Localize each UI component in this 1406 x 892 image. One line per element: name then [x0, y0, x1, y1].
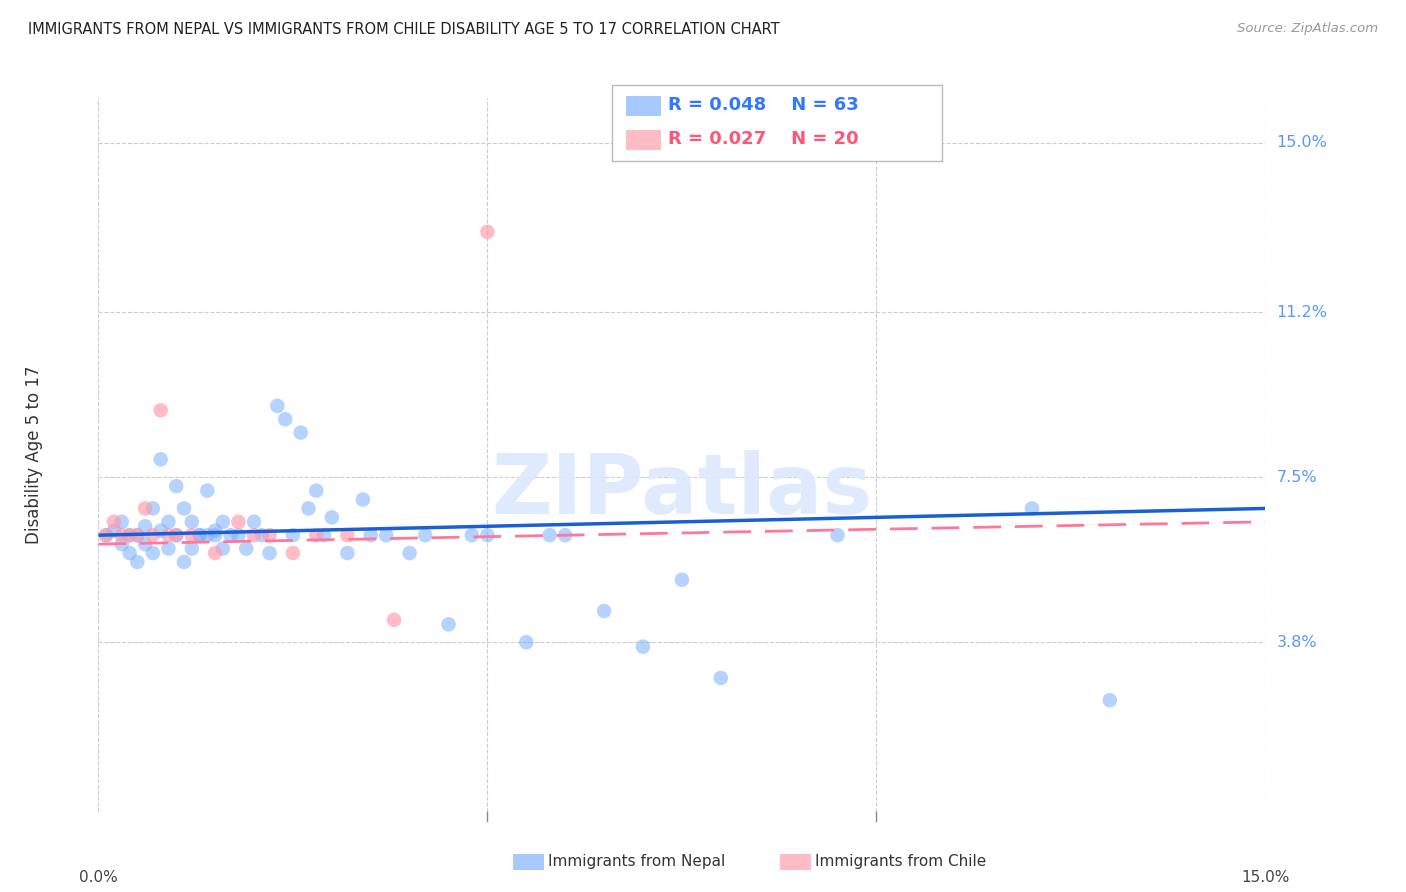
Point — [96, 528, 118, 542]
Point — [382, 613, 405, 627]
Point — [212, 541, 235, 556]
Text: Source: ZipAtlas.com: Source: ZipAtlas.com — [1237, 22, 1378, 36]
Point — [477, 528, 499, 542]
Point — [165, 528, 187, 542]
Point — [195, 528, 218, 542]
Point — [180, 528, 202, 542]
Point — [188, 528, 211, 542]
Point — [250, 528, 273, 542]
Point — [118, 528, 141, 542]
Point — [173, 555, 195, 569]
Point — [180, 515, 202, 529]
Point — [142, 546, 165, 560]
Point — [360, 528, 382, 542]
Point — [127, 528, 149, 542]
Point — [437, 617, 460, 632]
Point — [259, 528, 281, 542]
Point — [671, 573, 693, 587]
Point — [103, 524, 125, 538]
Point — [165, 528, 187, 542]
Text: R = 0.048    N = 63: R = 0.048 N = 63 — [668, 96, 859, 114]
Text: 0.0%: 0.0% — [79, 870, 118, 885]
Point — [281, 546, 304, 560]
Point — [274, 412, 297, 426]
Text: R = 0.027    N = 20: R = 0.027 N = 20 — [668, 130, 859, 148]
Point — [312, 528, 335, 542]
Point — [413, 528, 436, 542]
Text: IMMIGRANTS FROM NEPAL VS IMMIGRANTS FROM CHILE DISABILITY AGE 5 TO 17 CORRELATIO: IMMIGRANTS FROM NEPAL VS IMMIGRANTS FROM… — [28, 22, 780, 37]
Point — [149, 524, 172, 538]
Point — [149, 452, 172, 467]
Point — [710, 671, 733, 685]
Point — [297, 501, 319, 516]
Point — [127, 528, 149, 542]
Text: Immigrants from Nepal: Immigrants from Nepal — [548, 855, 725, 869]
Point — [204, 546, 226, 560]
Point — [827, 528, 849, 542]
Point — [631, 640, 654, 654]
Point — [157, 515, 180, 529]
Point — [477, 225, 499, 239]
Point — [173, 501, 195, 516]
Point — [336, 528, 359, 542]
Point — [111, 537, 134, 551]
Text: Disability Age 5 to 17: Disability Age 5 to 17 — [25, 366, 44, 544]
Point — [554, 528, 576, 542]
Point — [204, 528, 226, 542]
Point — [375, 528, 398, 542]
Point — [235, 541, 257, 556]
Point — [266, 399, 288, 413]
Point — [228, 528, 250, 542]
Point — [195, 483, 218, 498]
Text: 3.8%: 3.8% — [1277, 635, 1317, 649]
Text: Immigrants from Chile: Immigrants from Chile — [815, 855, 987, 869]
Text: 11.2%: 11.2% — [1277, 305, 1327, 319]
Point — [243, 515, 266, 529]
Point — [212, 515, 235, 529]
Point — [118, 528, 141, 542]
Point — [398, 546, 420, 560]
Point — [118, 546, 141, 560]
Point — [538, 528, 561, 542]
Point — [157, 528, 180, 542]
Point — [593, 604, 616, 618]
Point — [96, 528, 118, 542]
Point — [157, 541, 180, 556]
Text: 15.0%: 15.0% — [1277, 136, 1327, 150]
Point — [127, 555, 149, 569]
Point — [111, 515, 134, 529]
Point — [305, 483, 328, 498]
Point — [352, 492, 374, 507]
Point — [259, 546, 281, 560]
Point — [188, 528, 211, 542]
Text: 7.5%: 7.5% — [1277, 470, 1317, 484]
Point — [180, 541, 202, 556]
Point — [1098, 693, 1121, 707]
Point — [149, 403, 172, 417]
Point — [165, 479, 187, 493]
Point — [281, 528, 304, 542]
Point — [321, 510, 343, 524]
Point — [243, 528, 266, 542]
Point — [290, 425, 312, 440]
Point — [142, 528, 165, 542]
Point — [204, 524, 226, 538]
Text: ZIPatlas: ZIPatlas — [492, 450, 872, 531]
Point — [1021, 501, 1043, 516]
Point — [134, 537, 156, 551]
Point — [336, 546, 359, 560]
Point — [461, 528, 484, 542]
Point — [134, 519, 156, 533]
Point — [219, 528, 242, 542]
Point — [134, 501, 156, 516]
Point — [305, 528, 328, 542]
Point — [111, 528, 134, 542]
Point — [228, 515, 250, 529]
Point — [103, 515, 125, 529]
Text: 15.0%: 15.0% — [1241, 870, 1289, 885]
Point — [515, 635, 537, 649]
Point — [142, 501, 165, 516]
